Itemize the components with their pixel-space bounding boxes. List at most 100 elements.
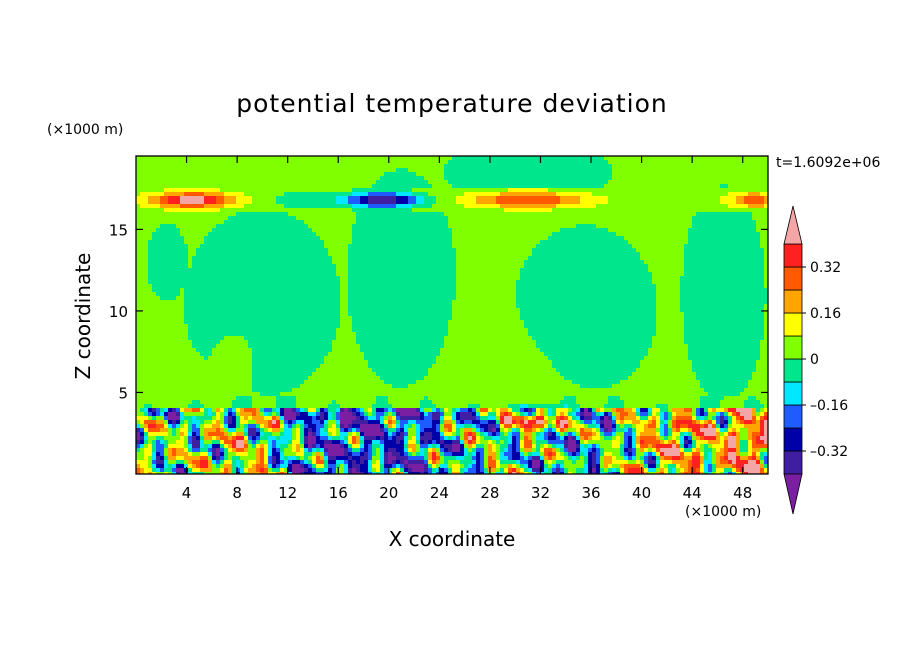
heatmap-cell bbox=[360, 164, 365, 169]
heatmap-cell bbox=[284, 204, 289, 209]
heatmap-cell bbox=[568, 160, 573, 165]
heatmap-cell bbox=[404, 232, 409, 237]
heatmap-cell bbox=[364, 196, 369, 201]
heatmap-cell bbox=[592, 160, 597, 165]
heatmap-cell bbox=[436, 172, 441, 177]
heatmap-cell bbox=[400, 268, 405, 273]
heatmap-cell bbox=[720, 256, 725, 261]
heatmap-cell bbox=[620, 248, 625, 253]
heatmap-cell bbox=[212, 232, 217, 237]
heatmap-cell bbox=[204, 268, 209, 273]
heatmap-cell bbox=[428, 212, 433, 217]
heatmap-cell bbox=[180, 176, 185, 181]
heatmap-cell bbox=[464, 192, 469, 197]
heatmap-cell bbox=[428, 204, 433, 209]
heatmap-cell bbox=[628, 164, 633, 169]
heatmap-cell bbox=[452, 192, 457, 197]
heatmap-cell bbox=[520, 176, 525, 181]
heatmap-cell bbox=[228, 232, 233, 237]
heatmap-cell bbox=[644, 272, 649, 277]
heatmap-cell bbox=[316, 268, 321, 273]
heatmap-cell bbox=[752, 276, 757, 281]
heatmap-cell bbox=[412, 168, 417, 173]
heatmap-cell bbox=[696, 160, 701, 165]
heatmap-cell bbox=[432, 188, 437, 193]
heatmap-cell bbox=[236, 244, 241, 249]
heatmap-cell bbox=[696, 208, 701, 213]
heatmap-cell bbox=[528, 192, 533, 197]
heatmap-cell bbox=[708, 216, 713, 221]
heatmap-cell bbox=[616, 180, 621, 185]
heatmap-cell bbox=[668, 264, 673, 269]
heatmap-cell bbox=[308, 268, 313, 273]
heatmap-cell bbox=[188, 188, 193, 193]
heatmap-cell bbox=[584, 244, 589, 249]
heatmap-cell bbox=[688, 176, 693, 181]
heatmap-cell bbox=[312, 216, 317, 221]
heatmap-cell bbox=[516, 216, 521, 221]
heatmap-cell bbox=[568, 176, 573, 181]
heatmap-cell bbox=[732, 204, 737, 209]
heatmap-cell bbox=[288, 212, 293, 217]
heatmap-cell bbox=[248, 200, 253, 205]
heatmap-cell bbox=[612, 236, 617, 241]
heatmap-cell bbox=[584, 168, 589, 173]
heatmap-cell bbox=[712, 160, 717, 165]
heatmap-cell bbox=[412, 276, 417, 281]
heatmap-cell bbox=[184, 264, 189, 269]
heatmap-cell bbox=[584, 164, 589, 169]
heatmap-cell bbox=[304, 208, 309, 213]
heatmap-cell bbox=[292, 184, 297, 189]
heatmap-cell bbox=[304, 280, 309, 285]
heatmap-cell bbox=[288, 164, 293, 169]
heatmap-cell bbox=[432, 240, 437, 245]
heatmap-cell bbox=[468, 232, 473, 237]
heatmap-cell bbox=[524, 224, 529, 229]
heatmap-cell bbox=[552, 180, 557, 185]
heatmap-cell bbox=[136, 172, 141, 177]
heatmap-cell bbox=[712, 272, 717, 277]
heatmap-cell bbox=[764, 236, 768, 241]
heatmap-cell bbox=[212, 216, 217, 221]
heatmap-cell bbox=[136, 252, 141, 257]
heatmap-cell bbox=[320, 232, 325, 237]
heatmap-cell bbox=[408, 244, 413, 249]
heatmap-cell bbox=[412, 172, 417, 177]
heatmap-cell bbox=[256, 240, 261, 245]
heatmap-cell bbox=[700, 232, 705, 237]
heatmap-cell bbox=[748, 236, 753, 241]
heatmap-cell bbox=[404, 256, 409, 261]
heatmap-cell bbox=[736, 240, 741, 245]
heatmap-cell bbox=[584, 268, 589, 273]
heatmap-cell bbox=[640, 172, 645, 177]
heatmap-cell bbox=[552, 252, 557, 257]
heatmap-cell bbox=[292, 232, 297, 237]
heatmap-cell bbox=[144, 212, 149, 217]
heatmap-cell bbox=[264, 208, 269, 213]
heatmap-cell bbox=[468, 192, 473, 197]
heatmap-cell bbox=[344, 172, 349, 177]
heatmap-cell bbox=[188, 192, 193, 197]
heatmap-cell bbox=[228, 248, 233, 253]
heatmap-cell bbox=[548, 240, 553, 245]
heatmap-cell bbox=[740, 176, 745, 181]
heatmap-cell bbox=[136, 196, 141, 201]
heatmap-cell bbox=[352, 196, 357, 201]
heatmap-cell bbox=[748, 256, 753, 261]
heatmap-cell bbox=[264, 156, 269, 161]
heatmap-cell bbox=[360, 160, 365, 165]
heatmap-cell bbox=[264, 176, 269, 181]
heatmap-cell bbox=[504, 256, 509, 261]
heatmap-cell bbox=[280, 260, 285, 265]
heatmap-cell bbox=[360, 276, 365, 281]
heatmap-cell bbox=[692, 160, 697, 165]
heatmap-cell bbox=[232, 188, 237, 193]
heatmap-cell bbox=[724, 240, 729, 245]
heatmap-cell bbox=[724, 176, 729, 181]
heatmap-cell bbox=[732, 192, 737, 197]
heatmap-cell bbox=[656, 184, 661, 189]
heatmap-cell bbox=[728, 264, 733, 269]
heatmap-cell bbox=[456, 164, 461, 169]
heatmap-cell bbox=[200, 188, 205, 193]
heatmap-cell bbox=[620, 196, 625, 201]
